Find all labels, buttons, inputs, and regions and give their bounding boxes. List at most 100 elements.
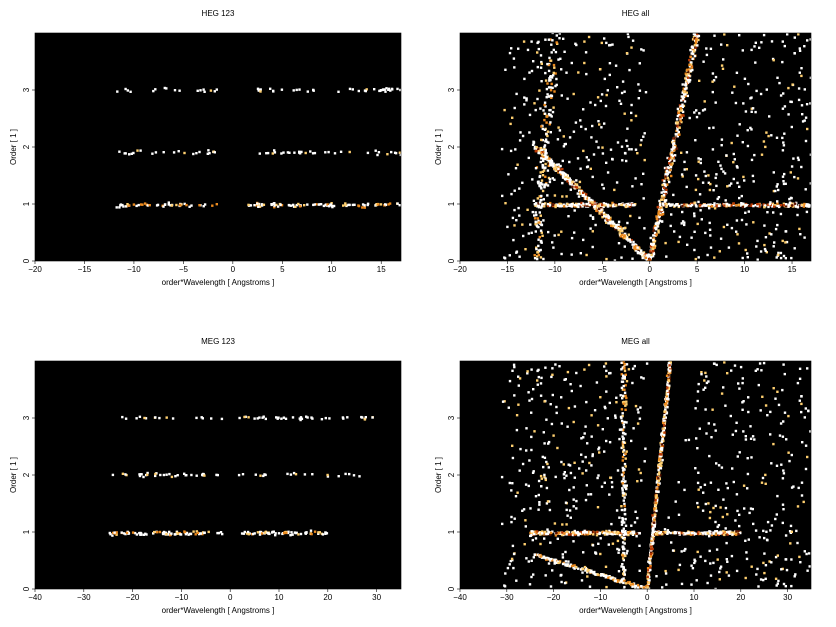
event-pixel	[609, 216, 612, 219]
event-pixel	[669, 224, 672, 228]
event-pixel	[662, 531, 665, 534]
event-pixel	[667, 368, 670, 371]
event-pixel	[638, 544, 641, 547]
event-pixel	[582, 202, 585, 206]
event-pixel	[653, 231, 657, 235]
event-pixel	[709, 246, 713, 249]
event-pixel	[756, 368, 759, 371]
event-pixel	[541, 165, 545, 168]
event-pixel	[337, 475, 340, 478]
event-pixel	[644, 256, 648, 259]
event-pixel	[654, 496, 658, 499]
event-map	[500, 33, 811, 261]
event-pixel	[704, 559, 707, 563]
event-pixel	[647, 581, 650, 585]
event-pixel	[615, 396, 618, 399]
y-axis-label: Order [ 1 ]	[434, 457, 443, 493]
event-pixel	[693, 248, 696, 252]
event-pixel	[642, 49, 645, 52]
event-pixel	[652, 251, 655, 255]
event-pixel	[669, 204, 672, 207]
event-pixel	[681, 105, 684, 109]
event-pixel	[521, 181, 524, 184]
event-pixel	[565, 195, 568, 198]
event-pixel	[623, 204, 627, 207]
event-pixel	[696, 44, 699, 47]
event-pixel	[572, 92, 575, 96]
event-pixel	[358, 475, 361, 478]
event-pixel	[623, 235, 626, 238]
event-pixel	[697, 160, 700, 163]
event-pixel	[540, 138, 543, 142]
event-pixel	[352, 474, 356, 477]
event-pixel	[563, 581, 567, 585]
event-pixel	[559, 168, 562, 171]
x-axis-label: order*Wavelength [ Angstroms ]	[162, 278, 275, 287]
event-pixel	[749, 507, 753, 510]
event-pixel	[776, 554, 779, 557]
event-pixel	[603, 213, 607, 216]
event-pixel	[315, 203, 318, 206]
event-pixel	[549, 86, 552, 89]
event-pixel	[540, 231, 543, 234]
event-pixel	[742, 175, 745, 179]
event-pixel	[615, 204, 618, 207]
event-pixel	[539, 171, 542, 174]
event-pixel	[754, 110, 757, 114]
event-pixel	[725, 154, 728, 157]
event-pixel	[779, 256, 783, 260]
event-pixel	[612, 203, 615, 206]
event-pixel	[559, 171, 562, 174]
event-pixel	[313, 203, 316, 206]
event-pixel	[532, 388, 535, 391]
event-pixel	[253, 204, 256, 207]
event-pixel	[634, 586, 637, 589]
event-pixel	[207, 149, 210, 152]
event-pixel	[764, 482, 767, 485]
event-pixel	[772, 211, 775, 214]
event-pixel	[383, 88, 386, 91]
event-pixel	[578, 186, 581, 189]
event-pixel	[581, 571, 584, 574]
event-pixel	[619, 394, 622, 397]
event-pixel	[709, 574, 713, 577]
event-pixel	[622, 450, 625, 453]
event-pixel	[508, 481, 511, 485]
event-pixel	[113, 531, 116, 534]
event-pixel	[539, 214, 542, 217]
event-pixel	[562, 174, 565, 177]
event-pixel	[683, 91, 686, 94]
event-pixel	[547, 442, 550, 445]
event-pixel	[665, 397, 668, 401]
event-pixel	[607, 216, 610, 220]
event-pixel	[326, 203, 329, 206]
event-pixel	[139, 531, 142, 535]
event-pixel	[748, 511, 751, 515]
event-pixel	[807, 409, 810, 412]
x-tick-label: 15	[788, 265, 797, 274]
event-pixel	[696, 390, 700, 393]
event-pixel	[705, 432, 708, 435]
event-pixel	[803, 202, 806, 206]
event-pixel	[561, 562, 565, 566]
event-pixel	[623, 462, 627, 466]
event-pixel	[547, 63, 550, 67]
event-pixel	[621, 455, 625, 459]
event-pixel	[749, 437, 753, 440]
event-pixel	[655, 226, 658, 230]
event-pixel	[686, 79, 690, 82]
event-pixel	[621, 229, 624, 233]
event-pixel	[258, 416, 261, 419]
y-tick-label: 1	[447, 529, 456, 534]
event-pixel	[665, 169, 669, 173]
event-pixel	[676, 121, 680, 124]
event-pixel	[755, 245, 758, 248]
event-pixel	[749, 97, 752, 100]
event-pixel	[513, 66, 516, 69]
event-pixel	[653, 507, 656, 510]
event-pixel	[642, 197, 645, 200]
event-pixel	[529, 507, 532, 510]
event-pixel	[519, 131, 522, 134]
event-pixel	[190, 204, 193, 207]
event-pixel	[203, 203, 207, 206]
